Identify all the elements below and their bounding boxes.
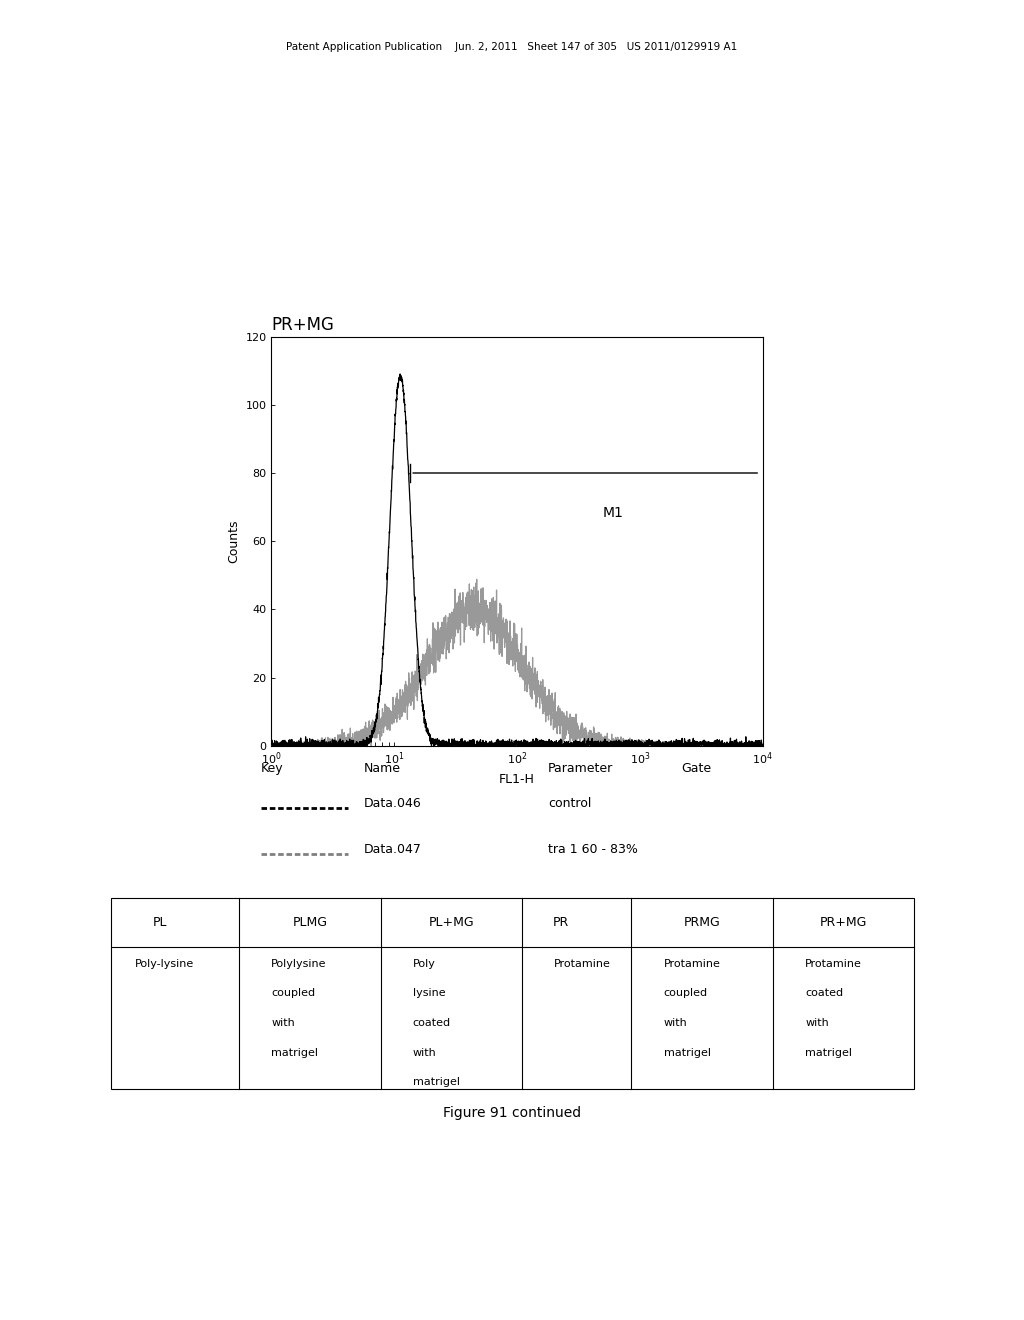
Text: Data.046: Data.046 — [364, 797, 421, 810]
Text: PR: PR — [553, 916, 568, 929]
Text: with: with — [271, 1018, 295, 1028]
Text: Name: Name — [364, 762, 400, 775]
Text: matrigel: matrigel — [664, 1048, 711, 1057]
Text: coated: coated — [413, 1018, 451, 1028]
Text: coupled: coupled — [271, 989, 315, 998]
Text: Gate: Gate — [681, 762, 711, 775]
Text: coated: coated — [805, 989, 843, 998]
Text: control: control — [548, 797, 591, 810]
Text: Protamine: Protamine — [554, 958, 611, 969]
Text: M1: M1 — [603, 507, 624, 520]
Text: with: with — [664, 1018, 687, 1028]
Text: Poly-lysine: Poly-lysine — [135, 958, 194, 969]
Text: with: with — [413, 1048, 436, 1057]
Y-axis label: Counts: Counts — [227, 520, 240, 562]
Text: Protamine: Protamine — [805, 958, 862, 969]
Text: Polylysine: Polylysine — [271, 958, 327, 969]
Text: Parameter: Parameter — [548, 762, 613, 775]
Text: matrigel: matrigel — [271, 1048, 318, 1057]
Text: Poly: Poly — [413, 958, 435, 969]
Text: tra 1 60 - 83%: tra 1 60 - 83% — [548, 843, 638, 855]
Text: coupled: coupled — [664, 989, 708, 998]
Text: Patent Application Publication    Jun. 2, 2011   Sheet 147 of 305   US 2011/0129: Patent Application Publication Jun. 2, 2… — [287, 42, 737, 53]
Text: PRMG: PRMG — [684, 916, 721, 929]
Text: matrigel: matrigel — [805, 1048, 852, 1057]
Text: PLMG: PLMG — [293, 916, 328, 929]
Text: matrigel: matrigel — [413, 1077, 460, 1088]
X-axis label: FL1-H: FL1-H — [499, 772, 536, 785]
Text: PR+MG: PR+MG — [820, 916, 867, 929]
Text: Figure 91 continued: Figure 91 continued — [443, 1106, 581, 1121]
Text: Key: Key — [261, 762, 284, 775]
Text: Data.047: Data.047 — [364, 843, 422, 855]
Text: lysine: lysine — [413, 989, 445, 998]
Text: PL: PL — [153, 916, 167, 929]
Text: PL+MG: PL+MG — [429, 916, 474, 929]
Text: Protamine: Protamine — [664, 958, 721, 969]
Text: with: with — [805, 1018, 828, 1028]
Text: PR+MG: PR+MG — [271, 315, 334, 334]
